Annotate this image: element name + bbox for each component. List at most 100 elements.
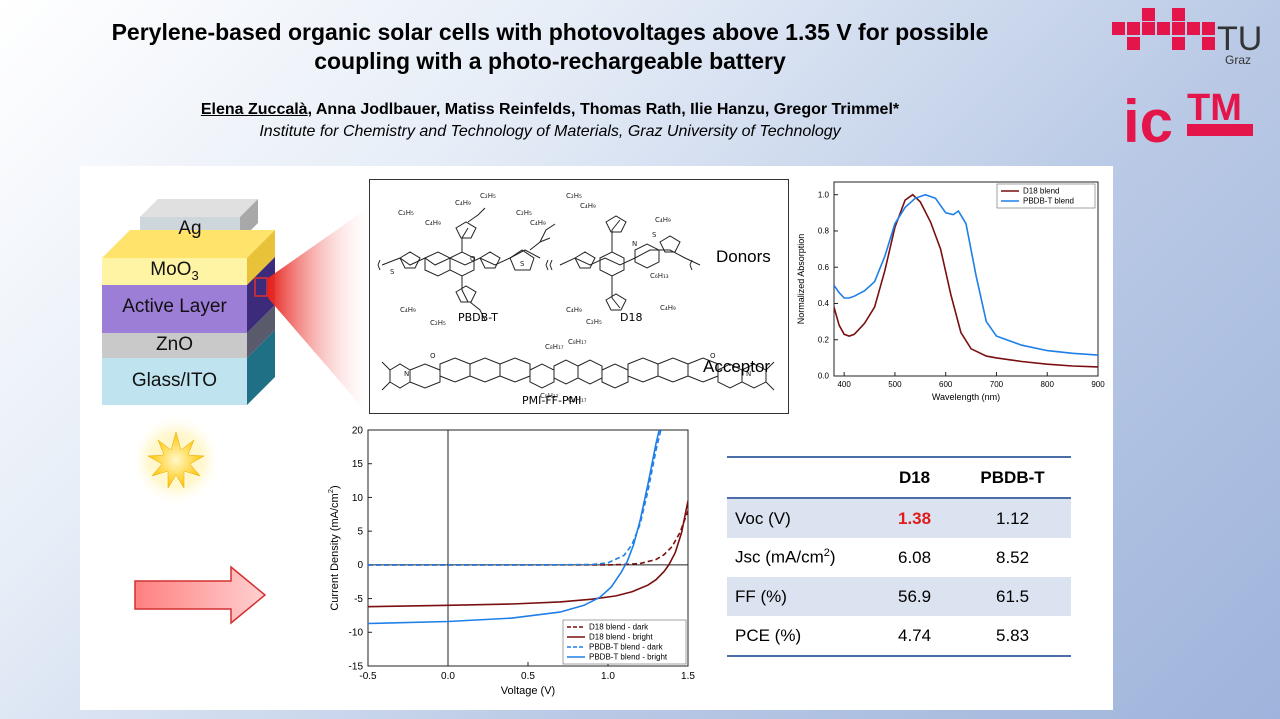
plot-frame <box>833 181 1099 377</box>
svg-text:C₄H₉: C₄H₉ <box>400 306 416 314</box>
cell-pbdbt: 5.83 <box>995 625 1030 645</box>
chemical-structures-drawing: C₂H₅ C₄H₉ C₄H₉ C₂H₅ C₂H₅ C₄H₉ C₄H₉ C₂H₅ C₂H₅ C… <box>377 192 775 404</box>
ictm-logo: ic TM <box>1123 87 1253 146</box>
svg-text:S: S <box>520 260 525 268</box>
acceptor-label: Acceptor <box>703 357 771 376</box>
y-tick-label: -15 <box>349 661 364 672</box>
table-header-blank <box>727 457 875 498</box>
y-tick-label: 0.4 <box>818 299 830 308</box>
chemical-structures-box: C₂H₅ C₄H₉ C₄H₉ C₂H₅ C₂H₅ C₄H₉ C₄H₉ C₂H₅ C₂H₅ C… <box>369 179 789 414</box>
y-axis-label: Normalized Absorption <box>796 234 806 325</box>
series-line-d18-blend <box>834 193 1098 368</box>
legend-box <box>996 183 1096 209</box>
legend-label: PBDB-T blend - bright <box>589 653 668 662</box>
sun-icon <box>130 414 222 506</box>
y-tick-label: 0.6 <box>818 263 830 272</box>
svg-text:C₄H₉: C₄H₉ <box>566 306 582 314</box>
absorption-chart: 400 500 600 700 800 900 0.0 0.2 0.4 0.6 0.8 1.0 Wave… <box>796 181 1105 402</box>
title-line-2: coupling with a photo-rechargeable batte… <box>314 48 786 74</box>
co-authors: , Anna Jodlbauer, Matiss Reinfelds, Thom… <box>307 101 900 118</box>
svg-text:C₂H₅: C₂H₅ <box>398 209 414 217</box>
series-line-pbdb-t-blend-dark <box>368 430 662 566</box>
y-tick-label: -10 <box>349 628 364 639</box>
y-axis-label-text: Normalized Absorption <box>796 234 806 325</box>
x-axis-label: Voltage (V) <box>501 685 555 697</box>
y-tick-label: 0.8 <box>818 227 830 236</box>
device-stack <box>102 199 275 405</box>
cell-d18: 4.74 <box>897 625 932 645</box>
layer-active: Active Layer <box>122 296 227 317</box>
affiliation: Institute for Chemistry and Technology o… <box>259 123 841 140</box>
x-tick-label: 900 <box>1091 380 1105 389</box>
y-tick-label: 0 <box>357 560 363 571</box>
table-header-row: D18 PBDB-T <box>727 457 1071 498</box>
photovoltaic-parameters-table: D18 PBDB-T Voc (V) 1.38 1.12 Jsc (mA/cm2… <box>727 456 1071 657</box>
first-author: Elena Zuccalà <box>200 101 308 118</box>
tm-text: TM <box>1187 87 1242 129</box>
x-tick-label: 400 <box>837 380 851 389</box>
svg-text:S: S <box>390 268 395 276</box>
legend-label: D18 blend <box>1023 187 1059 196</box>
donors-label: Donors <box>716 247 771 266</box>
cell-d18: 56.9 <box>897 586 932 606</box>
x-tick-label: 600 <box>939 380 953 389</box>
graz-text: Graz <box>1225 53 1251 67</box>
table-header-d18: D18 <box>898 467 931 487</box>
svg-text:C₄H₉: C₄H₉ <box>530 219 546 227</box>
x-tick-label: 0.5 <box>521 671 535 682</box>
y-tick-label: -5 <box>354 594 363 605</box>
layer-moo3-label: MoO <box>150 259 192 280</box>
x-tick-label: 1.0 <box>601 671 615 682</box>
svg-text:C₂H₅: C₂H₅ <box>430 319 446 327</box>
row-label-end: ) <box>829 547 836 567</box>
cell-pbdbt: 61.5 <box>995 586 1030 606</box>
x-axis-label: Wavelength (nm) <box>932 392 1000 402</box>
x-tick-label: 700 <box>990 380 1004 389</box>
pmi-structure-label: PMI-FF-PMI <box>522 394 582 407</box>
row-label: FF (%) <box>735 586 787 606</box>
svg-text:C₄H₉: C₄H₉ <box>425 219 441 227</box>
y-tick-label: 1.0 <box>818 190 830 199</box>
ic-text: ic <box>1123 88 1173 146</box>
pbdbt-structure-label: PBDB-T <box>458 311 498 324</box>
svg-text:C₄H₉: C₄H₉ <box>455 199 471 207</box>
row-label-sup: 2 <box>823 547 830 560</box>
y-tick-label: 0.0 <box>818 372 830 381</box>
cell-d18: 1.38 <box>897 508 932 528</box>
svg-text:C₄H₉: C₄H₉ <box>660 304 676 312</box>
row-label: Voc (V) <box>735 508 791 528</box>
jv-chart: -0.5 0.0 0.5 1.0 1.5 -15 -10 -5 0 5 10 15 20 Voltage … <box>326 425 695 697</box>
svg-text:C₈H₁₇: C₈H₁₇ <box>568 338 587 346</box>
svg-text:C₂H₅: C₂H₅ <box>516 209 532 217</box>
layer-moo3: MoO3 <box>102 259 247 283</box>
x-tick-label: 800 <box>1041 380 1055 389</box>
legend-label: D18 blend - dark <box>589 623 649 632</box>
layer-moo3-sub: 3 <box>191 267 199 283</box>
series-line-d18-blend-dark <box>368 510 688 566</box>
svg-text:N: N <box>632 240 637 248</box>
svg-text:C₈H₁₇: C₈H₁₇ <box>540 392 559 400</box>
tu-graz-logo: TU Graz <box>1112 8 1262 67</box>
svg-text:C₂H₅: C₂H₅ <box>586 318 602 326</box>
svg-text:O: O <box>470 255 476 263</box>
x-tick-label: 500 <box>888 380 902 389</box>
legend-label: D18 blend - bright <box>589 633 653 642</box>
tu-text: TU <box>1217 20 1262 58</box>
y-tick-label: 0.2 <box>818 335 830 344</box>
table-row: FF (%) 56.9 61.5 <box>727 577 1071 616</box>
series-line-d18-blend-bright <box>368 500 688 608</box>
series-line-pbdb-t-blend-bright <box>368 430 660 625</box>
poster-title: Perylene-based organic solar cells with … <box>20 18 1080 76</box>
svg-text:C₈H₁₇: C₈H₁₇ <box>545 343 564 351</box>
svg-text:C₂H₅: C₂H₅ <box>566 192 582 200</box>
authors: Elena Zuccalà, Anna Jodlbauer, Matiss Re… <box>100 101 1000 119</box>
cell-d18: 6.08 <box>897 547 932 567</box>
y-axis-label-sup: 2 <box>326 489 335 493</box>
cell-pbdbt: 8.52 <box>995 547 1030 567</box>
x-tick-label: 0.0 <box>441 671 455 682</box>
table-header-pbdbt: PBDB-T <box>980 467 1045 487</box>
y-axis-label-end: ) <box>329 485 341 489</box>
table-row: Voc (V) 1.38 1.12 <box>727 498 1071 538</box>
row-label: PCE (%) <box>735 625 802 645</box>
svg-text:C₈H₁₇: C₈H₁₇ <box>568 396 587 404</box>
